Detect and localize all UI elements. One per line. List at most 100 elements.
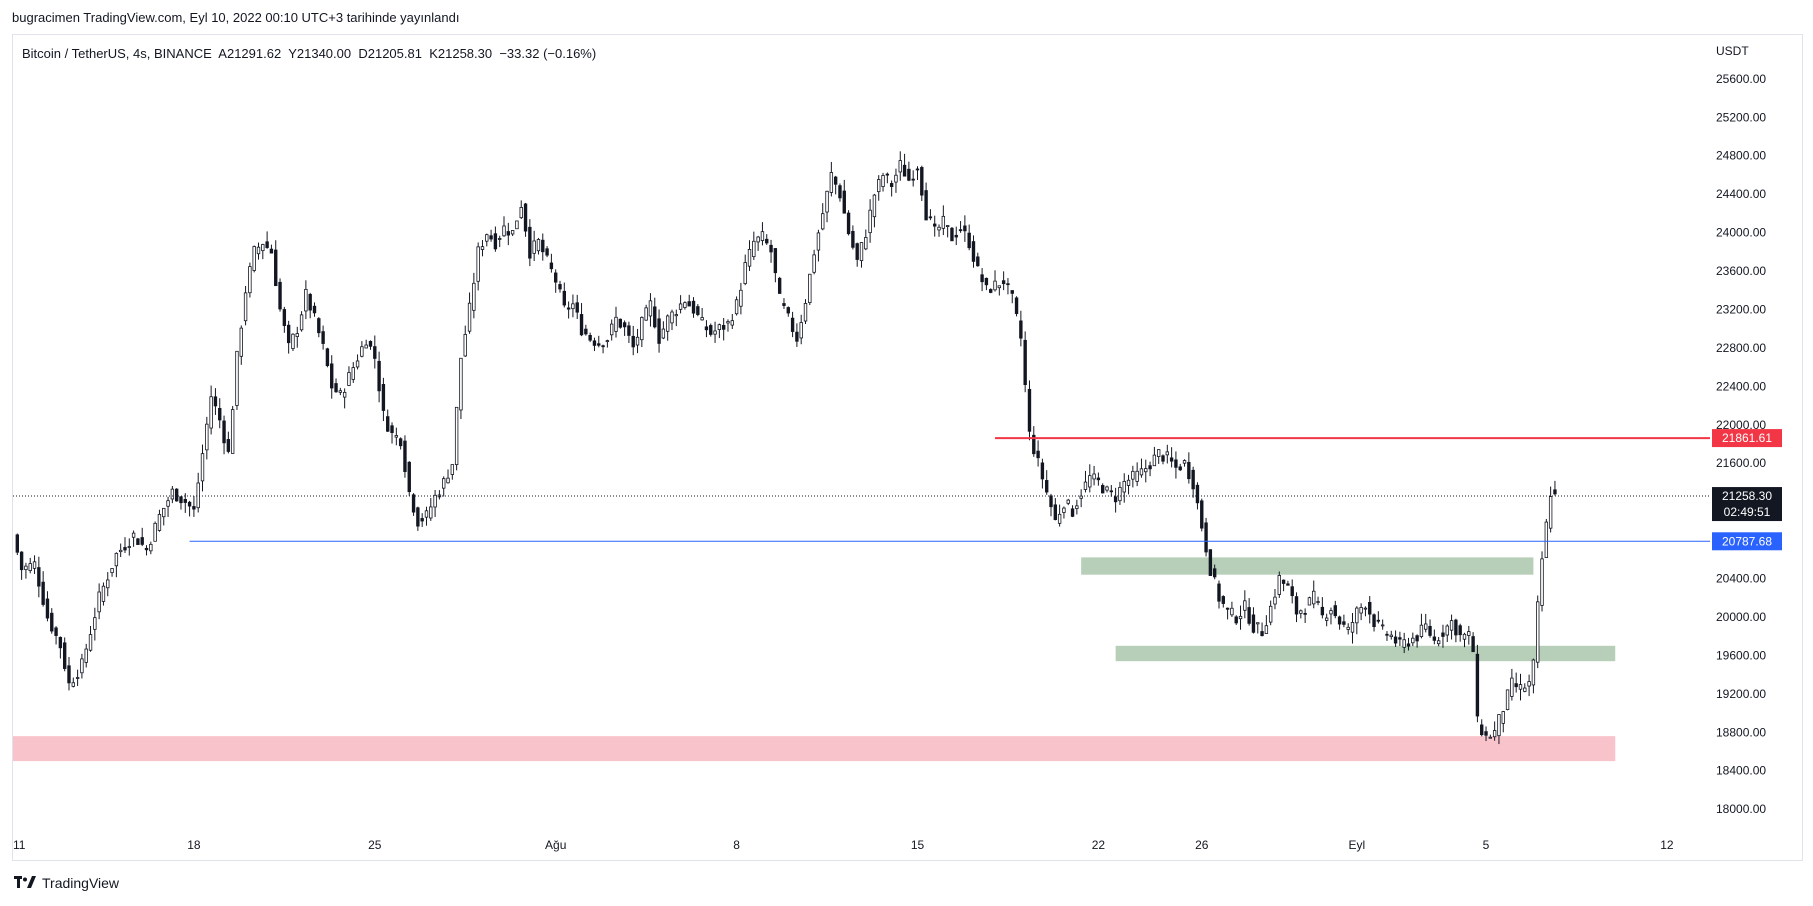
- candle-body: [1346, 626, 1350, 630]
- y-tick-label: 21600.00: [1716, 456, 1766, 470]
- candle-body: [1294, 596, 1299, 615]
- candle-body: [920, 167, 924, 196]
- candle-body: [1324, 617, 1329, 621]
- candle-body: [989, 289, 993, 293]
- candle-body: [252, 246, 256, 271]
- candle-body: [566, 307, 571, 310]
- candle-body: [717, 324, 722, 331]
- candle-body: [554, 272, 558, 283]
- candle-body: [941, 215, 946, 229]
- candle-body: [32, 561, 37, 569]
- candle-body: [1548, 496, 1553, 529]
- candle-body: [338, 390, 343, 393]
- candle-body: [795, 331, 799, 342]
- y-tick-label: 22400.00: [1716, 379, 1766, 393]
- candle-body: [1057, 513, 1062, 524]
- candle-body: [928, 216, 933, 219]
- x-tick-label: 18: [187, 838, 201, 852]
- candle-body: [1492, 730, 1497, 738]
- candle-body: [235, 350, 239, 406]
- candle-body: [1398, 637, 1402, 640]
- high-value: Y21340.00: [288, 46, 352, 61]
- candle-body: [1101, 485, 1105, 494]
- candle-body: [312, 305, 317, 314]
- candle-body: [1458, 625, 1462, 636]
- candle-body: [230, 409, 235, 454]
- candle-body: [678, 303, 683, 310]
- candle-body: [1320, 606, 1325, 616]
- candle-body: [1118, 487, 1122, 502]
- candle-body: [933, 223, 937, 227]
- candle-body: [1540, 558, 1544, 606]
- candle-body: [747, 249, 752, 267]
- candle-body: [885, 173, 890, 176]
- candle-body: [101, 585, 106, 602]
- candle-body: [15, 534, 19, 553]
- candle-body: [459, 357, 463, 411]
- candle-body: [467, 302, 472, 332]
- candle-body: [213, 396, 218, 407]
- candle-body: [911, 178, 915, 181]
- candle-body: [407, 461, 411, 493]
- candle-body: [851, 230, 855, 248]
- y-tick-label: 24800.00: [1716, 149, 1766, 163]
- x-tick-label: 26: [1195, 838, 1209, 852]
- candle-body: [67, 665, 71, 684]
- candle-body: [308, 293, 312, 311]
- candle-body: [1221, 596, 1225, 604]
- candle-body: [1096, 477, 1101, 481]
- candle-body: [1402, 639, 1406, 648]
- candle-body: [1363, 607, 1368, 610]
- candle-body: [1436, 640, 1441, 645]
- candle-body: [1182, 460, 1187, 464]
- candle-body: [1234, 616, 1238, 624]
- candle-body: [734, 299, 739, 315]
- candle-body: [321, 331, 325, 344]
- candle-body: [1165, 451, 1169, 456]
- candle-body: [704, 326, 709, 331]
- candle-body: [1372, 614, 1376, 628]
- candle-body: [528, 226, 532, 259]
- candle-body: [536, 239, 541, 252]
- candle-body: [777, 277, 782, 294]
- candle-body: [958, 229, 963, 232]
- candle-body: [1523, 687, 1527, 692]
- candle-body: [1312, 590, 1316, 605]
- candle-body: [209, 396, 213, 429]
- candle-body: [463, 334, 467, 357]
- candle-body: [1277, 575, 1281, 595]
- candle-body: [1088, 475, 1092, 488]
- candle-body: [1268, 605, 1273, 623]
- candle-body: [1368, 601, 1372, 615]
- candle-body: [855, 243, 859, 260]
- candle-body: [549, 262, 554, 270]
- symbol-name[interactable]: Bitcoin / TetherUS, 4s, BINANCE: [22, 46, 212, 61]
- candle-body: [1204, 522, 1208, 553]
- candle-body: [833, 176, 838, 185]
- candle-body: [398, 438, 403, 447]
- zone-rect: [13, 736, 1616, 762]
- candle-body: [765, 238, 769, 244]
- x-tick-label: 15: [911, 838, 925, 852]
- candle-body: [937, 226, 941, 231]
- candle-body: [575, 302, 579, 313]
- candle-body: [721, 324, 726, 330]
- y-tick-label: 18800.00: [1716, 725, 1766, 739]
- candle-body: [709, 325, 713, 335]
- x-tick-label: 8: [733, 838, 740, 852]
- candle-body: [1247, 607, 1251, 624]
- tradingview-footer[interactable]: TradingView: [14, 875, 119, 891]
- candle-body: [1230, 607, 1234, 616]
- candle-body: [700, 317, 704, 321]
- candle-body: [980, 274, 984, 283]
- candle-body: [1040, 462, 1045, 480]
- candle-body: [1131, 470, 1135, 480]
- candle-body: [523, 203, 528, 232]
- candle-body: [1406, 643, 1411, 647]
- candle-body: [1045, 480, 1049, 493]
- candle-body: [1307, 597, 1312, 606]
- candle-body: [1484, 731, 1488, 736]
- candle-body: [265, 241, 269, 248]
- candle-body: [803, 303, 808, 322]
